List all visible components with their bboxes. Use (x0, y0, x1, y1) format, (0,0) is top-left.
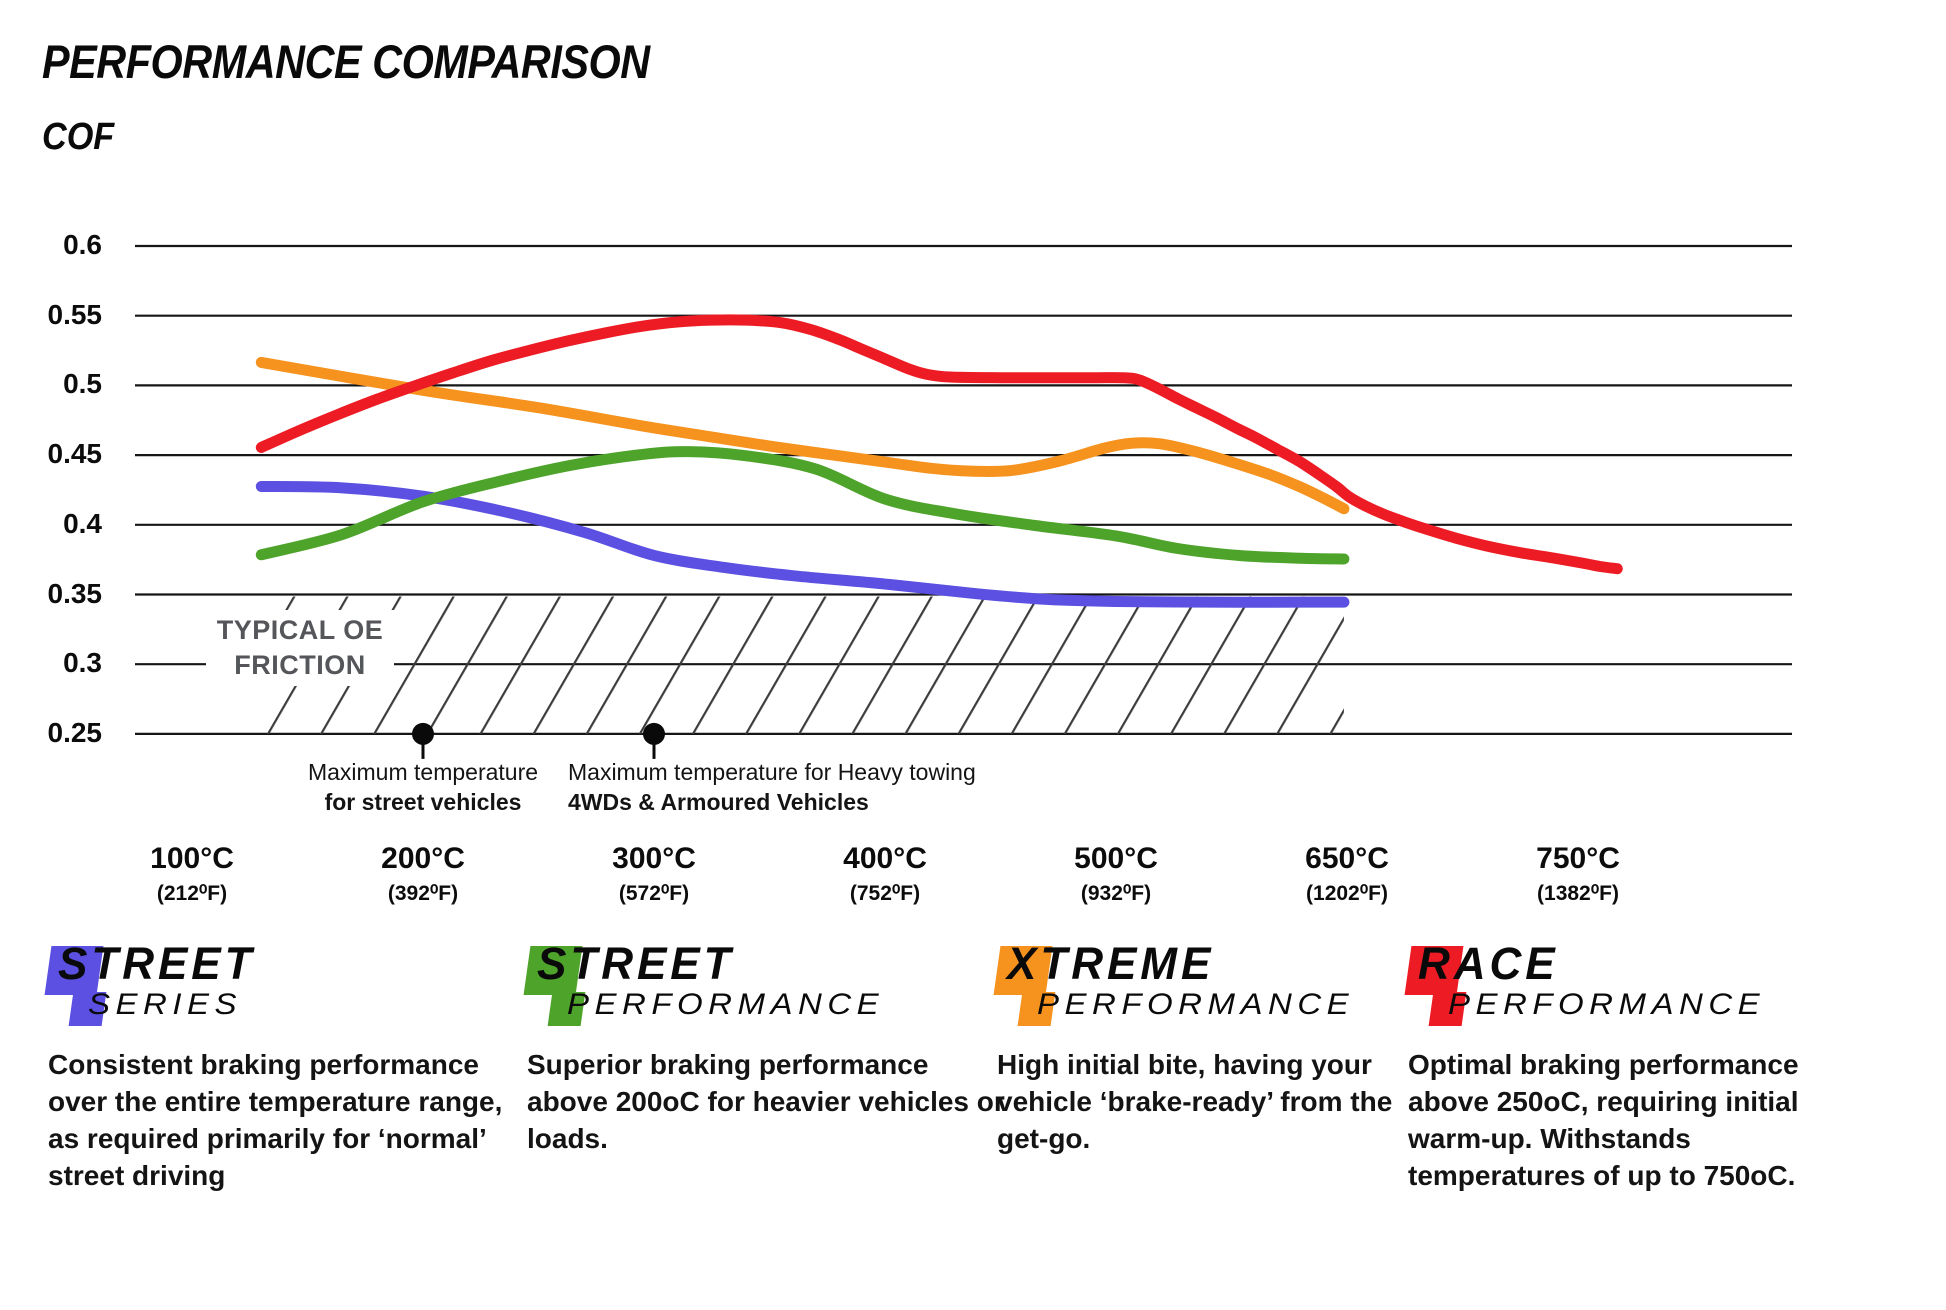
annotation-line: Maximum temperature (307, 759, 539, 785)
x-tick-label-fahrenheit: (392⁰F) (387, 882, 459, 905)
legend-description: High initial bite, having your vehicle ‘… (997, 1049, 1393, 1154)
y-tick-label: 0.4 (63, 507, 102, 539)
y-axis-title: COF (42, 116, 115, 158)
temperature-markers (412, 722, 665, 759)
legend-description: Consistent braking performance over the … (48, 1049, 503, 1191)
x-tick-label-celsius: 500°C (1074, 842, 1158, 875)
x-tick-label-celsius: 650°C (1305, 842, 1389, 875)
line-race-performance (255, 314, 1623, 575)
x-tick-label-celsius: 100°C (150, 842, 234, 875)
x-tick-label-celsius: 400°C (843, 842, 927, 875)
annotation-line-bold: for street vehicles (324, 789, 522, 815)
annotation-towing-max-temp: Maximum temperature for Heavy towing 4WD… (568, 757, 1008, 817)
legend-word1: STREET (58, 938, 256, 989)
line-street-performance (255, 446, 1350, 565)
y-tick-label: 0.3 (63, 647, 102, 679)
oe-friction-band (261, 596, 1344, 734)
page-title: PERFORMANCE COMPARISON (42, 35, 650, 88)
legend-word2: SERIES (88, 988, 243, 1021)
legend-word1: RACE (1418, 938, 1559, 989)
x-tick-label-fahrenheit: (1382⁰F) (1537, 882, 1619, 905)
legend-description: Optimal braking performance above 250oC,… (1408, 1049, 1799, 1191)
y-tick-label: 0.55 (47, 298, 103, 330)
legend-word2: PERFORMANCE (567, 988, 885, 1021)
x-tick-label-fahrenheit: (932⁰F) (1080, 882, 1152, 905)
oe-friction-hatch (261, 596, 1344, 734)
y-tick-label: 0.45 (47, 438, 103, 470)
legend-word1: XTREME (1007, 938, 1215, 989)
marker-dot (412, 722, 434, 745)
legend-word1: STREET (537, 938, 735, 989)
y-tick-label: 0.6 (63, 229, 102, 260)
line-xtreme-performance (255, 356, 1350, 515)
x-tick-label-celsius: 750°C (1536, 842, 1620, 875)
x-tick-label-fahrenheit: (212⁰F) (156, 882, 228, 905)
annotation-street-max-temp: Maximum temperature for street vehicles (243, 757, 603, 817)
annotation-line-bold: 4WDs & Armoured Vehicles (568, 789, 869, 815)
y-tick-label: 0.35 (47, 577, 103, 609)
y-tick-label: 0.25 (47, 716, 103, 748)
legend-description: Superior braking performance above 200oC… (527, 1049, 1005, 1154)
oe-friction-label: TYPICAL OE FRICTION (206, 610, 394, 686)
legend-word2: PERFORMANCE (1037, 988, 1355, 1021)
x-tick-label-fahrenheit: (1202⁰F) (1306, 882, 1388, 905)
x-tick-label-celsius: 200°C (381, 842, 465, 875)
legend-word2: PERFORMANCE (1448, 988, 1766, 1021)
marker-dot (643, 722, 665, 745)
x-tick-label-celsius: 300°C (612, 842, 696, 875)
x-tick-label-fahrenheit: (752⁰F) (849, 882, 921, 905)
x-tick-label-fahrenheit: (572⁰F) (618, 882, 690, 905)
oe-friction-label-line1: TYPICAL OE (216, 615, 384, 645)
oe-friction-label-line2: FRICTION (234, 650, 366, 680)
annotation-line: Maximum temperature for Heavy towing (568, 759, 976, 785)
y-tick-label: 0.5 (63, 368, 102, 400)
series-lines (255, 314, 1623, 608)
